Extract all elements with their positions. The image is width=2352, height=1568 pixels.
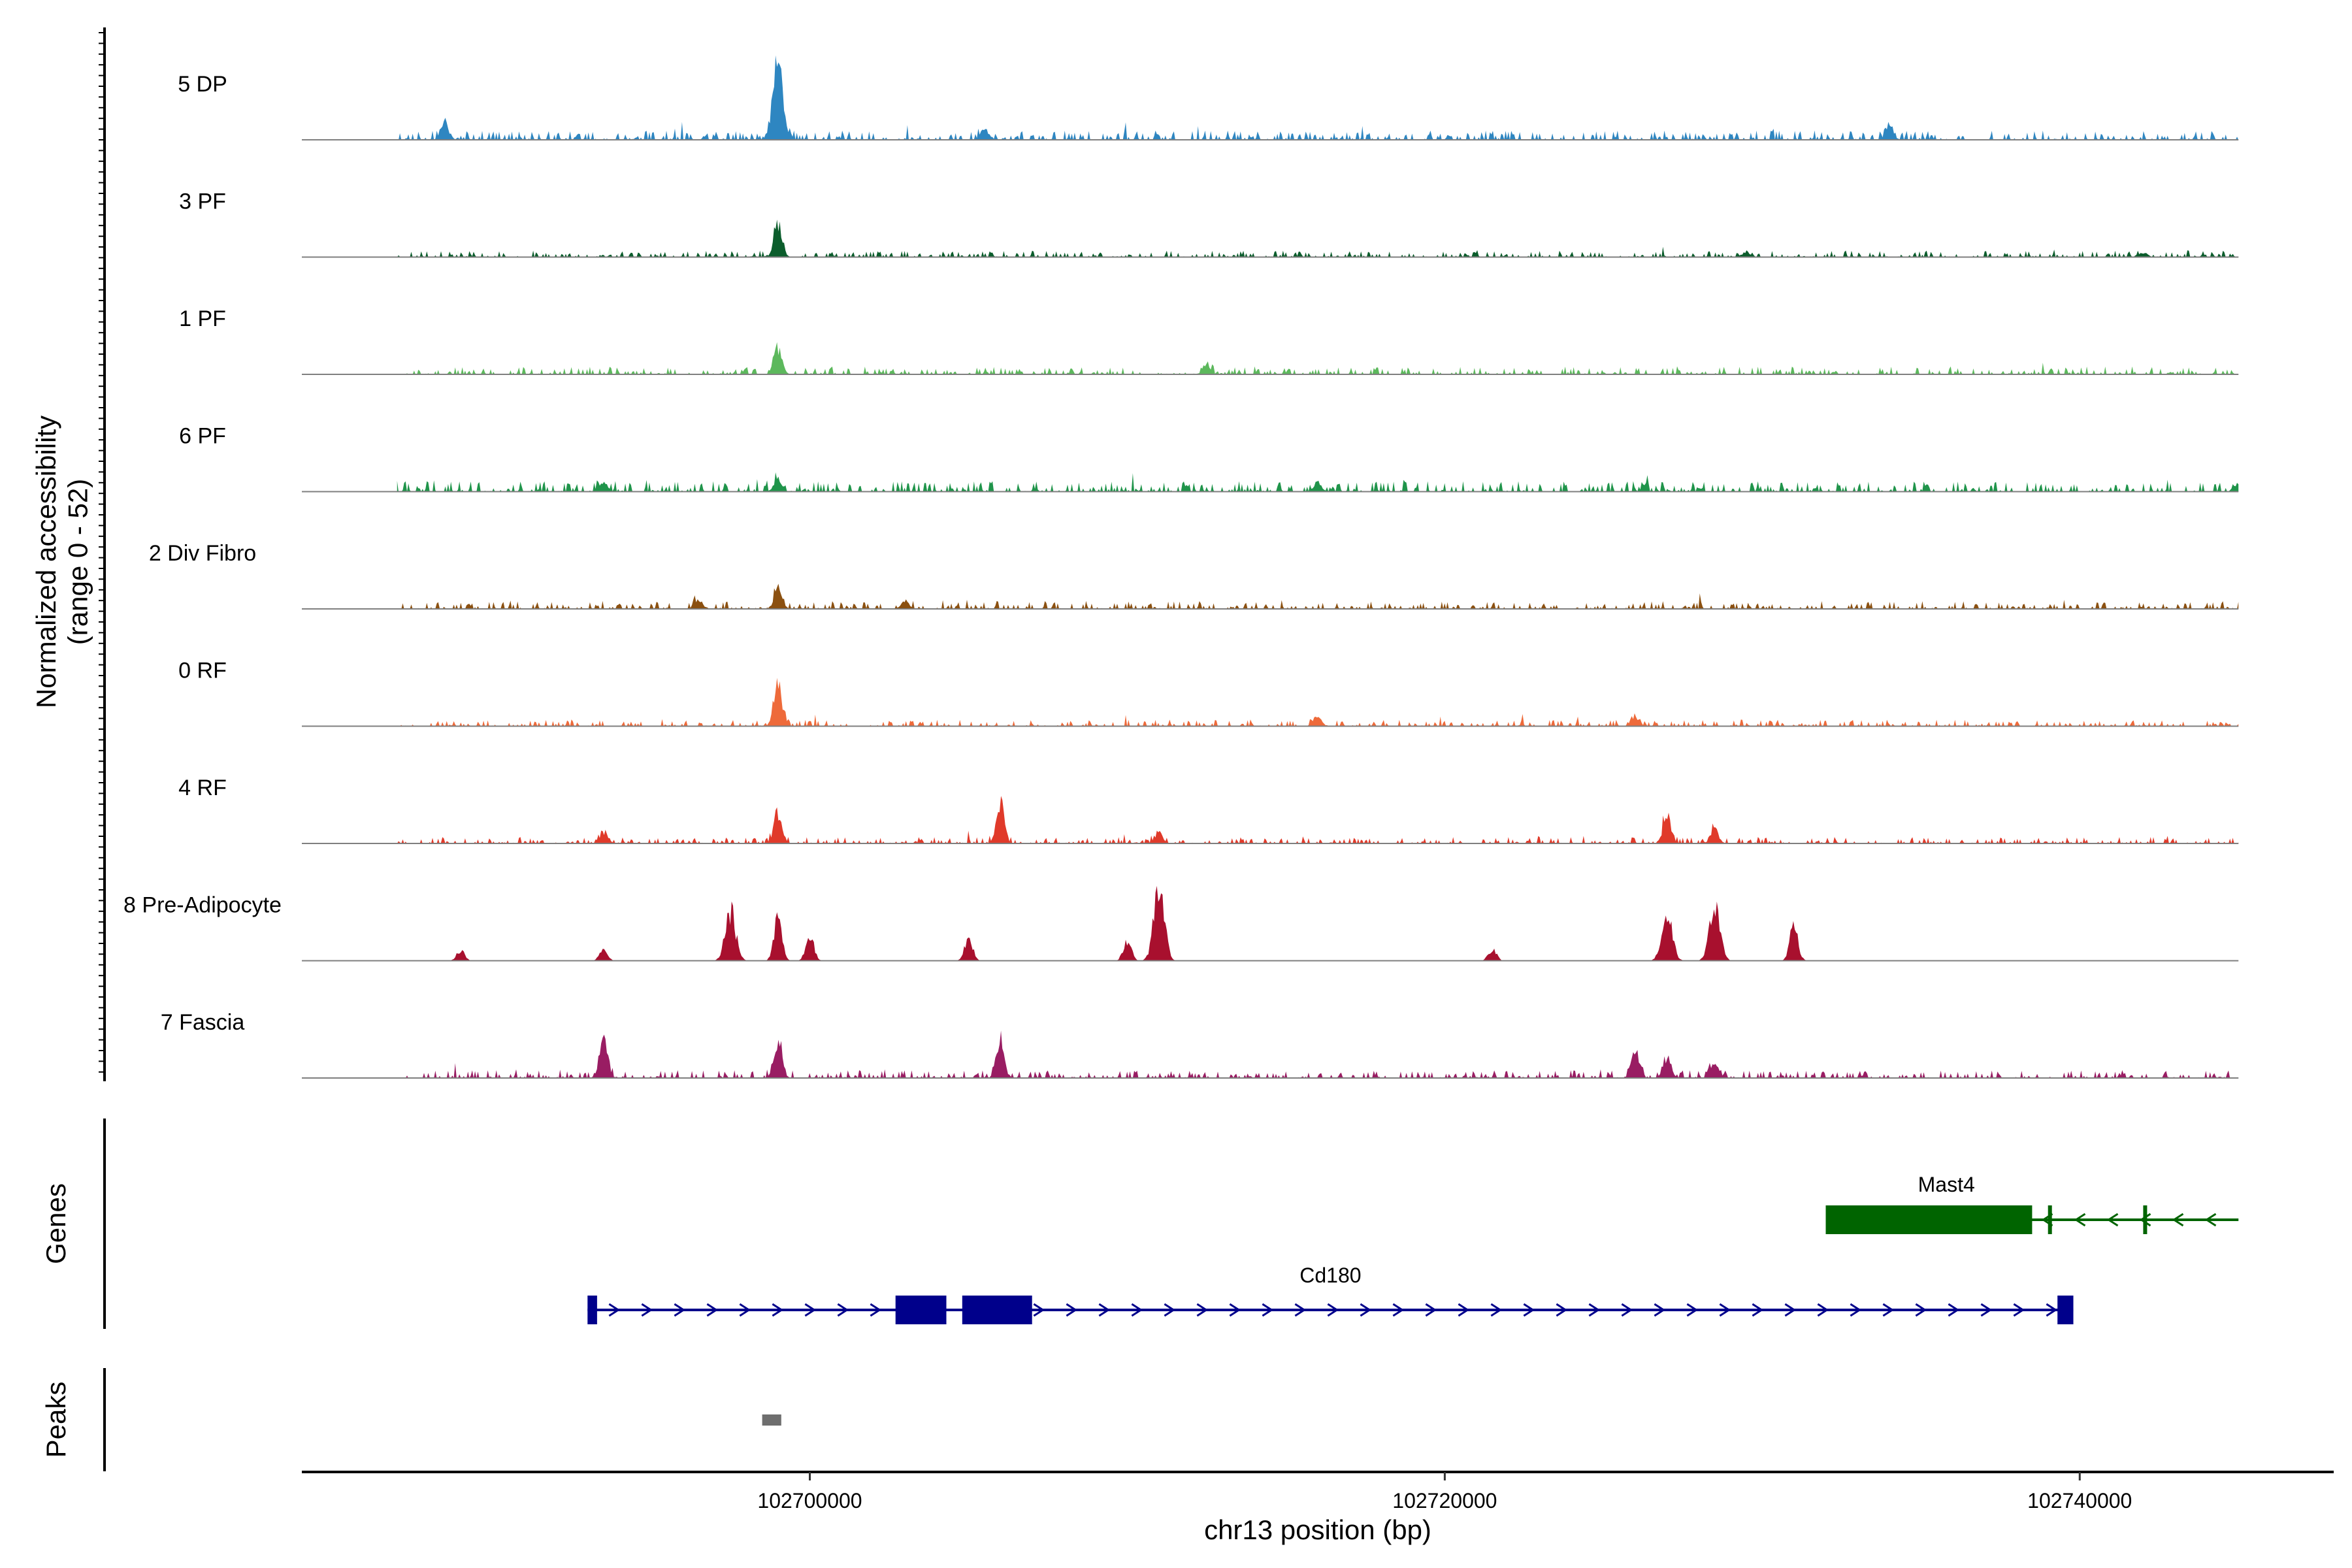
strand-arrow [608,1303,621,1317]
x-tick-label: 102740000 [2027,1489,2132,1512]
strand-arrow [739,1303,751,1317]
strand-arrow [1980,1303,1993,1317]
strand-arrow [1556,1303,1568,1317]
strand-arrow [804,1303,817,1317]
strand-arrow [1458,1303,1470,1317]
track-6-pf: 6 PF [179,424,2239,493]
coverage-area [397,1030,2239,1078]
gene-exon [895,1296,947,1324]
strand-arrow [1752,1303,1764,1317]
coverage-area [397,472,2239,492]
strand-arrow [2106,1213,2119,1227]
strand-arrow [1490,1303,1503,1317]
track-0-rf: 0 RF [178,659,2239,727]
strand-arrow [1164,1303,1176,1317]
coverage-tracks: 5 DP 3 PF 1 PF 6 PF 2 Div Fibro 0 RF 4 RF 8 Pre… [123,55,2239,1079]
gene-exon [2057,1296,2074,1324]
gene-label: Cd180 [1299,1264,1361,1287]
strand-arrow [870,1303,882,1317]
track-label: 5 DP [178,72,227,97]
strand-arrow [706,1303,719,1317]
strand-arrow [2139,1213,2151,1227]
track-7-fascia: 7 Fascia [161,1010,2239,1079]
strand-arrow [1850,1303,1862,1317]
genes-panel-title: Genes [41,1183,71,1264]
track-label: 8 Pre-Adipocyte [123,893,282,918]
peaks-panel [762,1414,781,1426]
strand-arrow [641,1303,653,1317]
x-axis-title: chr13 position (bp) [1204,1514,1431,1545]
gene-exon [2048,1205,2052,1234]
coverage-area [397,220,2239,257]
strand-arrow [1360,1303,1372,1317]
strand-arrow [1784,1303,1797,1317]
strand-arrow [1621,1303,1633,1317]
strand-arrow [1588,1303,1601,1317]
strand-arrow [1098,1303,1111,1317]
track-label: 7 Fascia [161,1010,245,1035]
strand-arrow [1523,1303,1535,1317]
track-4-rf: 4 RF [178,776,2239,844]
genes-panel: Mast4 Cd180 [587,1173,2239,1324]
gene-cd180: Cd180 [587,1264,2074,1324]
y-axis [99,27,106,1081]
track-label: 3 PF [179,189,226,214]
strand-arrow [674,1303,686,1317]
strand-arrow [1392,1303,1405,1317]
strand-arrow [1719,1303,1731,1317]
strand-arrow [1196,1303,1209,1317]
track-label: 0 RF [178,659,227,683]
coverage-area [397,885,2239,961]
track-label: 4 RF [178,776,227,800]
strand-arrow [837,1303,849,1317]
strand-arrow [2172,1213,2184,1227]
x-tick-label: 102720000 [1392,1489,1497,1512]
y-axis-title: Normalized accessibility(range 0 - 52) [31,416,93,708]
strand-arrow [1066,1303,1078,1317]
coverage-area [397,342,2239,374]
coverage-area [397,583,2239,609]
strand-arrow [1915,1303,1927,1317]
gene-exon [1825,1205,2033,1234]
strand-arrow [1882,1303,1895,1317]
x-axis-ticks: 102700000 102720000 102740000 [757,1472,2132,1512]
peak-region [762,1414,781,1426]
track-2-div-fibro: 2 Div Fibro [149,541,2239,610]
x-tick-label: 102700000 [757,1489,862,1512]
strand-arrow [2204,1213,2217,1227]
track-5-dp: 5 DP [178,55,2239,140]
gene-label: Mast4 [1918,1173,1975,1196]
strand-arrow [2046,1303,2058,1317]
strand-arrow [1327,1303,1339,1317]
strand-arrow [1131,1303,1143,1317]
strand-arrow [1654,1303,1666,1317]
strand-arrow [1817,1303,1829,1317]
strand-arrow [1262,1303,1274,1317]
track-1-pf: 1 PF [179,306,2239,375]
track-label: 1 PF [179,306,226,331]
gene-exon [962,1296,1032,1324]
strand-arrow [1425,1303,1437,1317]
strand-arrow [772,1303,784,1317]
peaks-panel-title: Peaks [41,1382,71,1458]
track-label: 2 Div Fibro [149,541,256,566]
track-label: 6 PF [179,424,226,449]
track-8-pre-adipocyte: 8 Pre-Adipocyte [123,885,2239,962]
strand-arrow [1948,1303,1960,1317]
strand-arrow [1294,1303,1307,1317]
coverage-area [397,796,2239,843]
track-3-pf: 3 PF [179,189,2239,258]
strand-arrow [1686,1303,1699,1317]
gene-exon [2143,1205,2148,1234]
strand-arrow [2074,1213,2086,1227]
strand-arrow [1229,1303,1241,1317]
strand-arrow [2013,1303,2025,1317]
gene-exon [587,1296,597,1324]
coverage-area [397,678,2239,727]
gene-mast4: Mast4 [1825,1173,2239,1234]
coverage-area [397,55,2239,140]
strand-arrow [1033,1303,1045,1317]
